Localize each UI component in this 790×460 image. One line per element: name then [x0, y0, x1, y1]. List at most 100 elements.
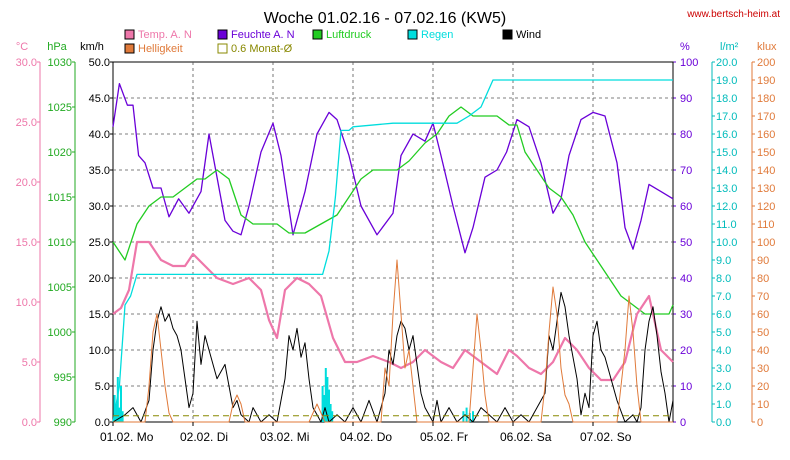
plot-area [112, 79, 674, 423]
rain-bar [324, 368, 327, 422]
pressure-tick-label: 995 [54, 372, 72, 384]
rain-tick-label: 10.0 [716, 237, 737, 249]
lux-tick-label: 120 [757, 201, 775, 213]
wind-tick-label: 0.0 [95, 417, 110, 429]
x-tick-label: 04.02. Do [340, 430, 392, 444]
lux-tick-label: 190 [757, 75, 775, 87]
humidity-tick-label: 20 [680, 345, 692, 357]
rain-bar [328, 389, 330, 422]
lux-tick-label: 70 [757, 291, 769, 303]
x-tick-label: 05.02. Fr [420, 430, 468, 444]
legend-label: Regen [421, 29, 453, 41]
temp-tick-label: 25.0 [16, 117, 37, 129]
lux-tick-label: 60 [757, 309, 769, 321]
rain-bar [120, 386, 122, 422]
humidity-tick-label: 70 [680, 165, 692, 177]
pressure-tick-label: 1030 [48, 57, 72, 69]
temp-tick-label: 15.0 [16, 237, 37, 249]
lux-tick-label: 40 [757, 345, 769, 357]
legend-swatch [217, 43, 228, 54]
rain-tick-label: 19.0 [716, 75, 737, 87]
rain-tick-label: 12.0 [716, 201, 737, 213]
axes: °C0.05.010.015.020.025.030.0hPa990995100… [16, 41, 777, 429]
lux-tick-label: 50 [757, 327, 769, 339]
wind-tick-label: 5.0 [95, 381, 110, 393]
pressure-tick-label: 1005 [48, 282, 72, 294]
lux-tick-label: 130 [757, 183, 775, 195]
rain-bar [326, 377, 329, 422]
rain-tick-label: 16.0 [716, 129, 737, 141]
rain-bar [116, 377, 119, 422]
humidity-tick-label: 30 [680, 309, 692, 321]
legend-swatch [124, 29, 135, 40]
pressure-tick-label: 1000 [48, 327, 72, 339]
lux-tick-label: 100 [757, 237, 775, 249]
series-feuchte-a-n [112, 82, 674, 254]
rain-tick-label: 5.0 [716, 327, 731, 339]
legend-label: Wind [516, 29, 541, 41]
rain-bar [118, 407, 121, 422]
wind-tick-label: 45.0 [89, 93, 110, 105]
legend-label: Helligkeit [138, 43, 183, 55]
chart-title: Woche 01.02.16 - 07.02.16 (KW5) [264, 10, 507, 27]
series-regen [112, 79, 673, 423]
lux-axis-unit: klux [757, 41, 777, 53]
rain-tick-label: 13.0 [716, 183, 737, 195]
lux-tick-label: 110 [757, 219, 775, 231]
humidity-tick-label: 90 [680, 93, 692, 105]
rain-tick-label: 4.0 [716, 345, 731, 357]
rain-tick-label: 14.0 [716, 165, 737, 177]
legend-swatch [407, 29, 418, 40]
x-axis-labels: 01.02. Mo 02.02. Di 03.02. Mi 04.02. Do 05.0… [100, 422, 632, 444]
x-tick-label: 06.02. Sa [500, 430, 552, 444]
lux-tick-label: 10 [757, 399, 769, 411]
legend-label: Luftdruck [326, 29, 372, 41]
legend-swatch [312, 29, 323, 40]
legend-swatch [217, 29, 228, 40]
rain-bar [115, 404, 118, 422]
lux-tick-label: 20 [757, 381, 769, 393]
rain-bar [113, 395, 116, 422]
rain-tick-label: 9.0 [716, 255, 731, 267]
lux-tick-label: 90 [757, 255, 769, 267]
pressure-tick-label: 1025 [48, 102, 72, 114]
pressure-tick-label: 1020 [48, 147, 72, 159]
rain-tick-label: 2.0 [716, 381, 731, 393]
rain-tick-label: 11.0 [716, 219, 737, 231]
lux-tick-label: 180 [757, 93, 775, 105]
humidity-tick-label: 60 [680, 201, 692, 213]
rain-tick-label: 20.0 [716, 57, 737, 69]
legend-label: 0.6 Monat-Ø [231, 43, 293, 55]
x-tick-label: 02.02. Di [180, 430, 228, 444]
temp-tick-label: 30.0 [16, 57, 37, 69]
humidity-tick-label: 0 [680, 417, 686, 429]
series-helligkeit [113, 259, 673, 423]
rain-tick-label: 15.0 [716, 147, 737, 159]
temp-tick-label: 5.0 [22, 357, 37, 369]
humidity-tick-label: 80 [680, 129, 692, 141]
rain-axis-unit: l/m² [720, 41, 739, 53]
pressure-tick-label: 990 [54, 417, 72, 429]
rain-tick-label: 6.0 [716, 309, 731, 321]
legend-label: Temp. A. N [138, 29, 192, 41]
humidity-tick-label: 50 [680, 237, 692, 249]
lux-tick-label: 140 [757, 165, 775, 177]
series-temp-a-n [112, 240, 674, 382]
rain-bar [321, 386, 324, 422]
wind-tick-label: 35.0 [89, 165, 110, 177]
grid [112, 61, 674, 423]
rain-bar [331, 411, 334, 422]
pressure-tick-label: 1010 [48, 237, 72, 249]
temp-tick-label: 0.0 [22, 417, 37, 429]
legend-label: Feuchte A. N [231, 29, 295, 41]
temp-axis-unit: °C [16, 41, 28, 53]
lux-tick-label: 30 [757, 363, 769, 375]
wind-tick-label: 10.0 [89, 345, 110, 357]
x-tick-label: 01.02. Mo [100, 430, 154, 444]
series-wind [112, 291, 674, 423]
watermark[interactable]: www.bertsch-heim.at [686, 9, 780, 20]
temp-tick-label: 10.0 [16, 297, 37, 309]
lux-tick-label: 200 [757, 57, 775, 69]
